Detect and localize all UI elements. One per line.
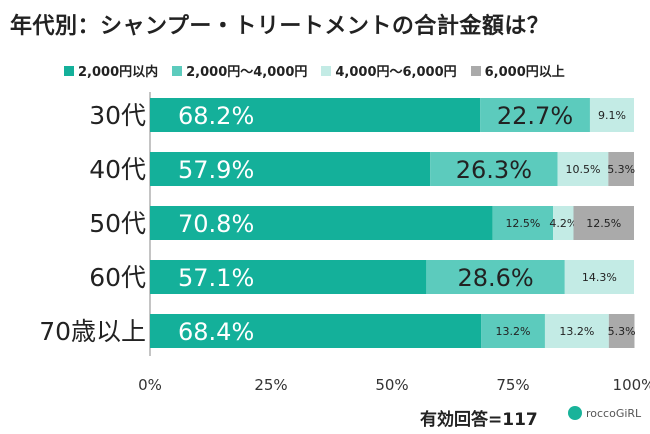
bar-segment	[608, 152, 634, 186]
brand-logo: roccoGiRL	[568, 406, 641, 420]
brand-icon	[568, 406, 582, 420]
bar-segment	[492, 206, 554, 240]
legend-item-2: 4,000円〜6,000円	[321, 61, 457, 80]
bar-segment	[150, 152, 431, 186]
bar-segment	[150, 314, 482, 348]
chart-title: 年代別：シャンプー・トリートメントの合計金額は？	[10, 14, 550, 39]
data-label: 57.1%	[178, 264, 254, 292]
bar-segment	[544, 314, 609, 348]
category-label: 50代	[89, 209, 146, 238]
data-label: 9.1%	[598, 109, 626, 122]
data-label: 57.9%	[178, 156, 254, 184]
legend-item-3: 6,000円以上	[470, 61, 565, 80]
legend-swatch	[172, 65, 183, 76]
data-label: 14.3%	[582, 271, 617, 284]
legend-item-1: 2,000円〜4,000円	[172, 61, 307, 80]
data-label: 12.5%	[505, 217, 540, 230]
category-label: 60代	[89, 263, 146, 292]
bar-segment	[557, 152, 609, 186]
legend-label: 2,000円〜4,000円	[186, 65, 308, 80]
legend-item-0: 2,000円以内	[64, 61, 158, 80]
bar-segment	[553, 206, 574, 240]
x-tick-label: 0%	[138, 376, 162, 394]
legend-swatch	[64, 65, 74, 76]
x-tick-label: 100%	[613, 376, 650, 394]
response-count: 有効回答=117	[420, 410, 538, 430]
data-label: 5.3%	[607, 163, 635, 176]
data-label: 13.2%	[559, 325, 594, 338]
bar-segment	[150, 206, 493, 240]
x-tick-label: 75%	[496, 376, 529, 394]
data-label: 4.2%	[549, 217, 577, 230]
bar-segment	[480, 98, 590, 132]
legend-label: 6,000円以上	[484, 65, 565, 80]
bar-segment	[150, 98, 481, 132]
data-label: 12.5%	[586, 217, 621, 230]
bar-segment	[481, 314, 545, 348]
legend-label: 4,000円〜6,000円	[335, 65, 457, 80]
data-label: 28.6%	[457, 264, 533, 292]
bar-segment	[608, 314, 635, 348]
x-tick-label: 25%	[254, 376, 287, 394]
brand-name: roccoGiRL	[586, 406, 642, 420]
data-label: 68.2%	[178, 102, 254, 130]
data-label: 26.3%	[456, 156, 532, 184]
data-label: 13.2%	[496, 325, 531, 338]
bar-segment	[589, 98, 634, 132]
legend-label: 2,000円以内	[78, 65, 159, 80]
bar-segment	[426, 260, 565, 294]
category-label: 30代	[89, 101, 146, 130]
data-label: 22.7%	[497, 102, 573, 130]
legend-swatch	[321, 65, 332, 76]
legend-swatch	[470, 65, 481, 76]
bar-segment	[430, 152, 558, 186]
data-label: 10.5%	[565, 163, 600, 176]
bar-segment	[573, 206, 634, 240]
x-tick-label: 50%	[375, 376, 408, 394]
data-label: 70.8%	[178, 210, 254, 238]
data-label: 5.3%	[608, 325, 636, 338]
chart-legend: 2,000円以内 2,000円〜4,000円 4,000円〜6,000円 6,000円…	[64, 61, 565, 80]
category-label: 70歳以上	[39, 317, 146, 346]
bar-segment	[150, 260, 427, 294]
bar-segment	[564, 260, 634, 294]
category-label: 40代	[89, 155, 146, 184]
data-label: 68.4%	[178, 318, 254, 346]
